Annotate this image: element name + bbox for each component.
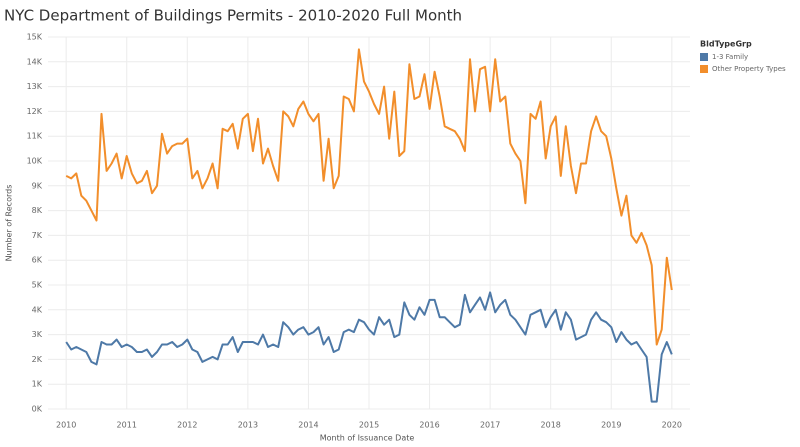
x-tick-label: 2020 (662, 421, 682, 430)
y-tick-label: 14K (27, 57, 43, 66)
y-tick-label: 0K (32, 405, 43, 414)
series-line (65, 291, 673, 403)
x-tick-label: 2014 (298, 421, 318, 430)
x-tick-label: 2010 (56, 421, 76, 430)
legend-swatch (700, 53, 708, 61)
x-axis-title: Month of Issuance Date (320, 434, 415, 443)
y-tick-label: 13K (27, 82, 43, 91)
legend-label: Other Property Types (712, 65, 786, 73)
x-tick-label: 2012 (177, 421, 197, 430)
y-tick-label: 7K (32, 231, 43, 240)
x-tick-label: 2011 (117, 421, 137, 430)
legend-label: 1-3 Family (712, 53, 748, 61)
x-tick-label: 2015 (359, 421, 379, 430)
y-tick-label: 1K (32, 380, 43, 389)
y-tick-label: 15K (27, 33, 43, 42)
x-tick-label: 2013 (238, 421, 258, 430)
y-axis-title: Number of Records (5, 185, 14, 262)
x-tick-label: 2017 (480, 421, 500, 430)
y-tick-label: 10K (27, 157, 43, 166)
x-tick-label: 2019 (601, 421, 621, 430)
y-tick-label: 11K (27, 132, 43, 141)
y-tick-label: 12K (27, 107, 43, 116)
legend-swatch (700, 65, 708, 73)
y-tick-label: 6K (32, 256, 43, 265)
y-tick-label: 9K (32, 181, 43, 190)
y-tick-label: 5K (32, 281, 43, 290)
series-line (65, 48, 673, 346)
x-tick-label: 2018 (541, 421, 561, 430)
y-tick-label: 8K (32, 206, 43, 215)
legend-title: BldTypeGrp (700, 40, 752, 49)
chart-title: NYC Department of Buildings Permits - 20… (4, 7, 462, 25)
y-tick-label: 4K (32, 305, 43, 314)
y-tick-label: 3K (32, 330, 43, 339)
y-tick-label: 2K (32, 355, 43, 364)
x-tick-label: 2016 (419, 421, 439, 430)
